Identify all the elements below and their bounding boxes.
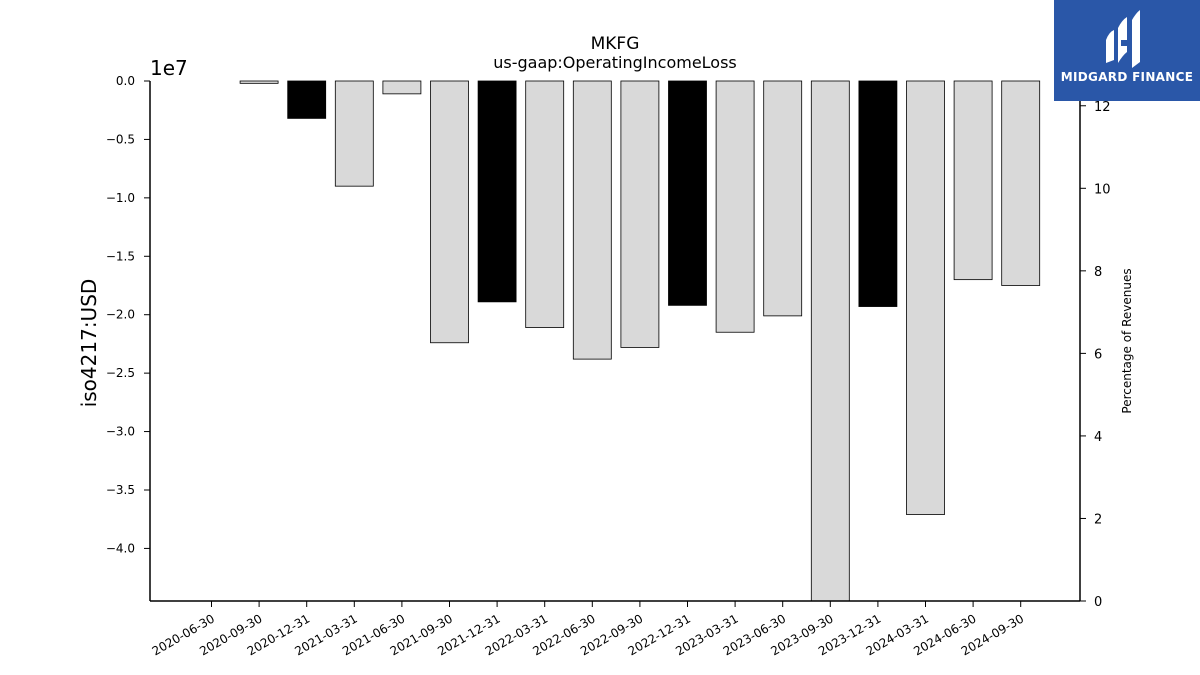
y-tick-label: −2.0: [106, 308, 135, 322]
bar-2023-03-31: [715, 80, 755, 333]
bar-2020-09-30: [239, 80, 279, 84]
chart-subtitle: us-gaap:OperatingIncomeLoss: [493, 53, 737, 72]
logo-mark-icon: [1106, 10, 1140, 68]
y2-ticks-group: 0 2 4 6 8 10 12: [1080, 100, 1111, 610]
y-offset-label: 1e7: [150, 56, 188, 80]
y2-axis-label: Percentage of Revenues: [1120, 268, 1134, 413]
y2-tick-label: 4: [1094, 430, 1102, 445]
bar-2021-12-31: [477, 80, 517, 303]
y-tick-label: −4.0: [106, 541, 135, 555]
y-tick-label: −0.5: [106, 132, 135, 146]
y2-tick-label: 2: [1094, 512, 1102, 527]
bar-2024-03-31: [906, 80, 945, 515]
y-tick-label: −3.5: [106, 483, 135, 497]
bar-2023-12-31: [858, 80, 898, 307]
bar-2021-09-30: [430, 80, 469, 344]
bar-2023-06-30: [763, 80, 803, 317]
bar-2020-12-31: [287, 80, 327, 119]
y-tick-label: −1.5: [106, 249, 135, 263]
bar-2022-12-31: [668, 80, 707, 306]
bar-2023-09-30: [810, 80, 850, 602]
y2-tick-label: 10: [1094, 182, 1111, 197]
bar-2022-06-30: [572, 80, 612, 360]
y2-tick-label: 12: [1094, 100, 1111, 115]
y2-tick-label: 0: [1094, 595, 1102, 610]
y2-tick-label: 8: [1094, 265, 1102, 280]
y-tick-label: 0.0: [116, 74, 135, 88]
x-ticks-group: 2020-06-302020-09-302020-12-312021-03-31…: [150, 601, 1026, 658]
bar-2024-09-30: [1001, 80, 1041, 286]
logo-text: MIDGARD FINANCE: [1060, 70, 1194, 84]
y-ticks-group: 0.0 −0.5 −1.0 −1.5 −2.0 −2.5 −3.0 −3.5 −4.0: [106, 74, 150, 555]
y-axis-label: iso4217:USD: [77, 279, 101, 408]
bar-2022-09-30: [620, 80, 660, 348]
y2-tick-label: 6: [1094, 347, 1102, 362]
bar-2021-06-30: [382, 80, 422, 95]
chart-title: MKFG: [591, 34, 640, 54]
y-tick-label: −1.0: [106, 191, 135, 205]
bar-2022-03-31: [525, 80, 565, 328]
y-tick-label: −2.5: [106, 366, 135, 380]
y-tick-label: −3.0: [106, 425, 135, 439]
bars-group: [239, 80, 1041, 602]
bar-2024-06-30: [953, 80, 993, 281]
bar-2021-03-31: [334, 80, 374, 187]
midgard-finance-logo: MIDGARD FINANCE: [1054, 0, 1200, 101]
